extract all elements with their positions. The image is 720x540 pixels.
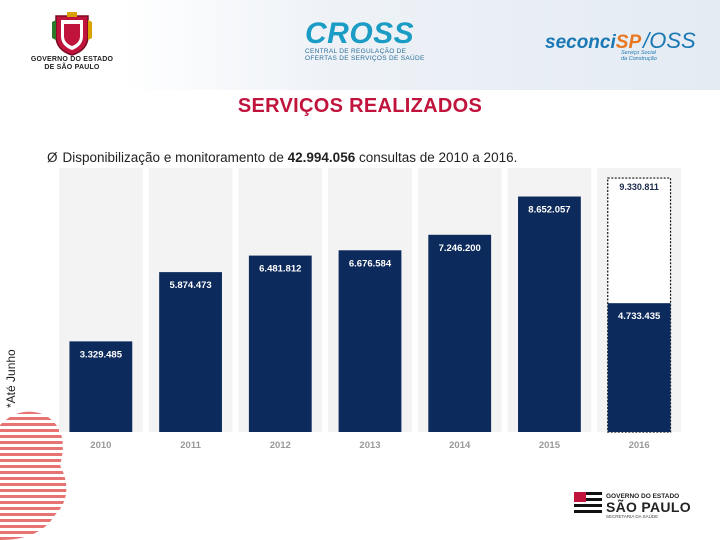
cross-logo-sub-line1: CENTRAL DE REGULAÇÃO DE <box>305 48 407 55</box>
cross-logo-word: CROSS <box>305 17 415 50</box>
sp-flag-icon <box>574 492 602 514</box>
seconci-sub-line2: da Construção <box>621 56 657 62</box>
x-tick-labels-group: 2010 2011 2012 2013 2014 2015 2016 <box>90 440 649 451</box>
footer-line3: SECRETARIA DA SAÚDE <box>606 514 659 519</box>
bar-value-label-2011: 5.874.473 <box>169 280 211 291</box>
header-background <box>120 0 720 90</box>
seconci-logo: seconciSP/OSS Serviço Social da Construç… <box>545 28 715 62</box>
gov-logo-line1: GOVERNO DO ESTADO <box>30 56 114 63</box>
x-tick-label-2016: 2016 <box>629 440 650 451</box>
bar-value-label-2012: 6.481.812 <box>259 264 301 275</box>
gov-logo-line2: DE SÃO PAULO <box>44 64 100 71</box>
footer-logo-text: GOVERNO DO ESTADO SÃO PAULO SECRETARIA D… <box>606 493 691 519</box>
footer-line1: GOVERNO DO ESTADO <box>606 493 680 500</box>
seconci-sp: SP <box>615 32 642 53</box>
seconci-oss: /OSS <box>643 28 696 53</box>
bar-2016 <box>607 303 671 432</box>
bar-2011 <box>159 272 222 432</box>
summary-bullet: Ø Disponibilização e monitoramento de 42.… <box>47 150 517 165</box>
bar-2010 <box>69 341 133 432</box>
x-tick-label-2011: 2011 <box>180 440 201 451</box>
bar-2015 <box>518 196 581 432</box>
x-tick-label-2015: 2015 <box>539 440 561 451</box>
sp-map-decoration-icon <box>0 411 67 540</box>
bar-value-label-2013: 6.676.584 <box>349 258 392 269</box>
bullet-text-before: Disponibilização e monitoramento de <box>62 150 288 165</box>
cross-logo: CROSS CENTRAL DE REGULAÇÃO DE OFERTAS DE… <box>305 17 425 63</box>
gov-sp-logo: GOVERNO DO ESTADO DE SÃO PAULO <box>22 10 122 72</box>
bullet-arrow-icon: Ø <box>47 150 58 165</box>
bar-value-label-2015: 8.652.057 <box>528 205 570 216</box>
bullet-total-value: 42.994.056 <box>287 150 356 165</box>
bar-value-label-2014: 7.246.200 <box>439 243 481 254</box>
header: GOVERNO DO ESTADO DE SÃO PAULO CROSS CEN… <box>0 0 720 90</box>
seconci-sub-line1: Serviço Social <box>621 50 656 56</box>
cross-logo-sub-line2: OFERTAS DE SERVIÇOS DE SAÚDE <box>305 55 425 62</box>
x-tick-label-2014: 2014 <box>449 440 471 451</box>
bar-2014 <box>428 234 492 432</box>
page-title: SERVIÇOS REALIZADOS <box>237 95 483 117</box>
bar-value-label-2010: 3.329.485 <box>80 349 123 360</box>
x-tick-label-2010: 2010 <box>90 440 111 451</box>
seconci-subtitle: Serviço Social da Construção <box>621 50 671 62</box>
x-tick-label-2012: 2012 <box>270 440 291 451</box>
x-tick-label-2013: 2013 <box>359 440 380 451</box>
bar-value-label-2016: 4.733.435 <box>618 311 661 322</box>
seconci-logo-word: seconciSP <box>545 32 641 53</box>
bullet-text-after: consultas de 2010 a 2016. <box>355 150 518 165</box>
bar-2012 <box>248 255 312 432</box>
bar-2013 <box>338 250 402 432</box>
seconci-word: seconci <box>545 32 616 53</box>
value-labels-group: 3.329.485 5.874.473 6.481.812 6.676.584 7.24… <box>80 182 661 360</box>
footer-line2: SÃO PAULO <box>606 499 691 515</box>
coat-of-arms-icon <box>52 12 92 56</box>
bars-group <box>69 177 672 433</box>
bar-projection-label-2016: 9.330.811 <box>619 182 659 192</box>
